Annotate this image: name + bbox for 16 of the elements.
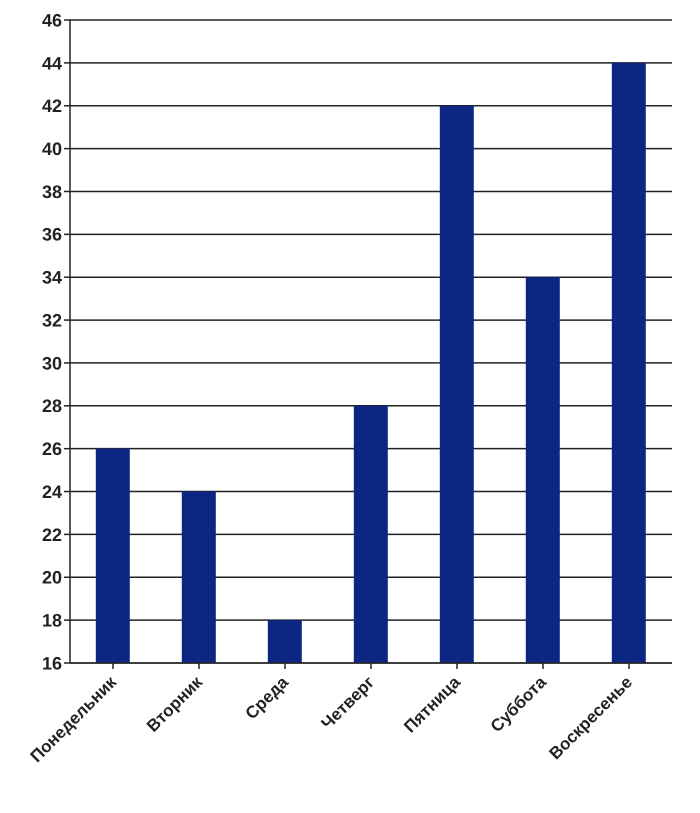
y-tick-label: 16 bbox=[42, 653, 62, 674]
y-tick-label: 36 bbox=[42, 224, 62, 245]
y-tick-label: 26 bbox=[42, 439, 62, 460]
y-tick-label: 32 bbox=[42, 310, 62, 330]
y-tick-label: 28 bbox=[42, 396, 62, 416]
y-tick-label: 24 bbox=[42, 482, 62, 502]
y-tick-label: 40 bbox=[42, 138, 62, 159]
y-tick-label: 38 bbox=[42, 182, 62, 202]
y-tick-label: 20 bbox=[42, 568, 62, 588]
y-tick-label: 18 bbox=[42, 610, 62, 631]
y-tick-label: 44 bbox=[42, 53, 62, 74]
y-tick-label: 22 bbox=[42, 524, 62, 545]
y-tick-label: 30 bbox=[42, 353, 62, 374]
y-tick-label: 42 bbox=[42, 96, 62, 116]
y-tick-label: 34 bbox=[42, 268, 62, 288]
y-tick-label: 46 bbox=[42, 10, 62, 30]
